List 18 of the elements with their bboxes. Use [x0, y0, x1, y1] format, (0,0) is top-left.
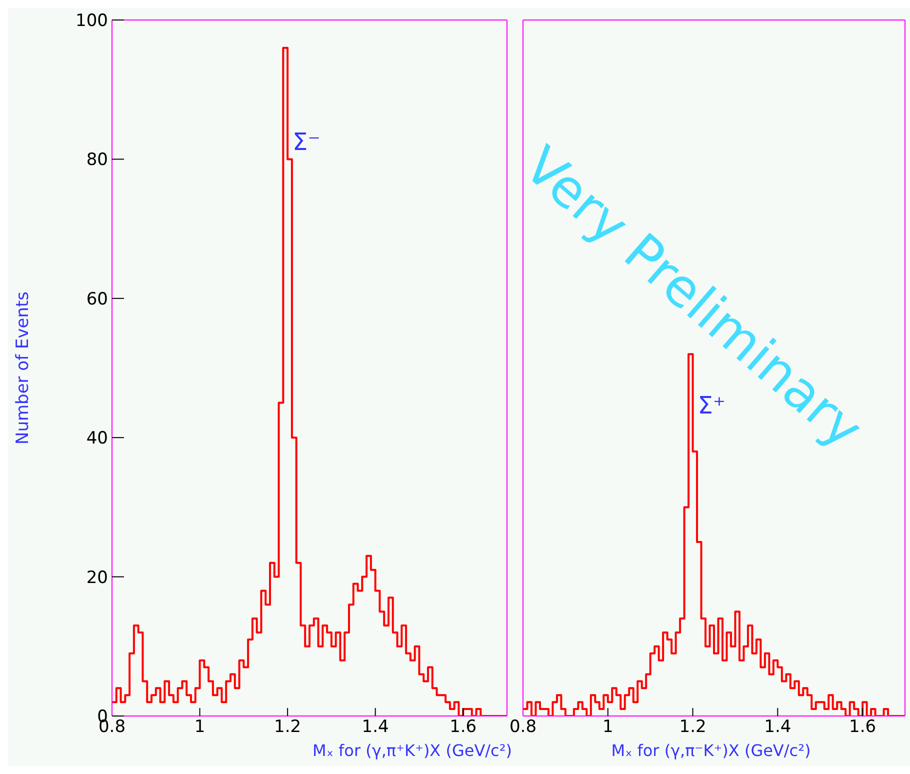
x-axis-title: Mₓ for (γ,π⁻K⁺)X (GeV/c²)	[611, 741, 811, 760]
annotation: Σ⁻	[292, 128, 320, 156]
x-tick-label: 1.4	[764, 717, 792, 738]
x-tick-label: 1.2	[274, 717, 302, 738]
x-tick-label: 1	[602, 717, 614, 738]
x-tick-label: 1.6	[849, 717, 876, 738]
y-tick-label: 100	[76, 11, 108, 32]
x-tick-label: 1	[194, 717, 206, 738]
x-tick-label: 0.8	[509, 717, 537, 738]
x-tick-label: 1.6	[450, 717, 477, 738]
y-tick-label: 60	[86, 289, 108, 310]
x-axis-title: Mₓ for (γ,π⁺K⁺)X (GeV/c²)	[312, 741, 512, 760]
x-tick-label: 1.4	[362, 717, 389, 738]
y-tick-label: 20	[86, 568, 108, 588]
y-axis-title: Number of Events	[13, 291, 34, 445]
y-tick-label: 40	[86, 428, 108, 449]
x-tick-label: 1.2	[679, 717, 706, 738]
y-tick-label: 80	[86, 150, 108, 170]
